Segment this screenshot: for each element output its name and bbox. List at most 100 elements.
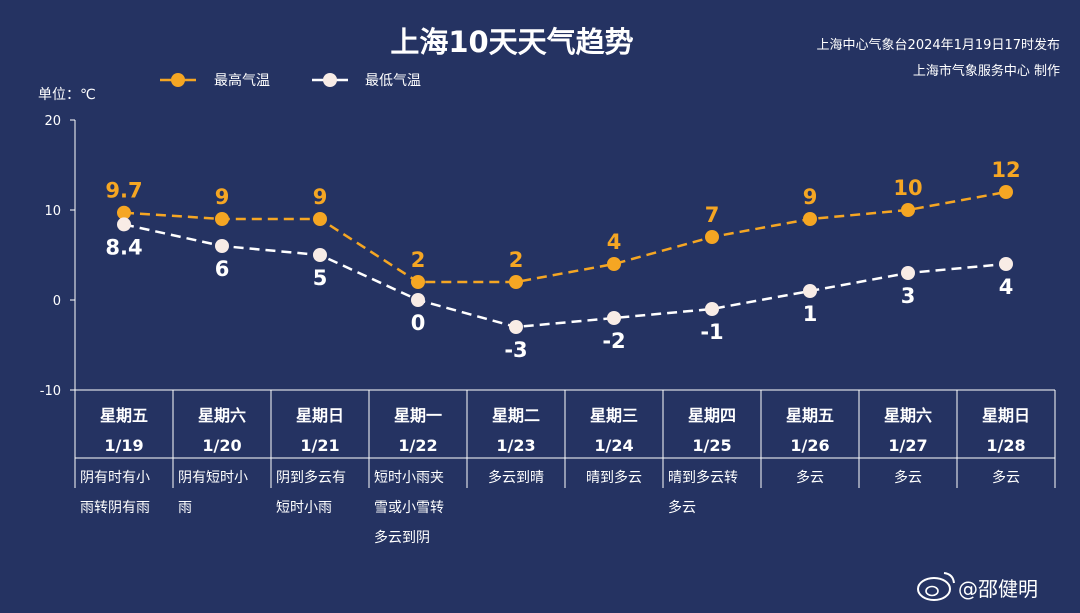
low-temp-label: 8.4 [105, 235, 142, 259]
low-temp-point [411, 293, 425, 307]
date-label: 1/24 [594, 436, 633, 455]
weather-desc: 阴有短时小 [178, 470, 248, 486]
high-temp-label: 9 [803, 185, 818, 209]
high-temp-label: 7 [705, 203, 720, 227]
legend-low-marker [323, 73, 337, 87]
source-line-2: 上海市气象服务中心 制作 [913, 63, 1060, 79]
y-tick-label: 20 [44, 114, 61, 129]
date-label: 1/25 [692, 436, 731, 455]
weekday-label: 星期一 [394, 406, 442, 425]
date-label: 1/26 [790, 436, 829, 455]
watermark: @邵健明 [917, 572, 1038, 601]
date-label: 1/27 [888, 436, 927, 455]
weekday-label: 星期六 [198, 406, 246, 425]
chart-title: 上海10天天气趋势 [390, 25, 633, 59]
y-tick-label: 10 [44, 204, 61, 219]
legend: 最高气温 最低气温 [160, 72, 421, 89]
weekday-label: 星期日 [296, 406, 344, 425]
high-temp-line [123, 190, 1007, 284]
high-temp-point [411, 275, 425, 289]
source-line-1: 上海中心气象台2024年1月19日17时发布 [817, 37, 1060, 53]
weekday-label: 星期四 [688, 406, 736, 425]
data-points: 9.7 9 9 2 2 4 7 9 10 12 8.4 6 5 0 -3 -2 -1 1 3 4 [105, 158, 1020, 362]
high-temp-label: 2 [509, 248, 524, 272]
weather-desc: 阴有时有小 [80, 470, 150, 486]
date-label: 1/23 [496, 436, 535, 455]
high-temp-label: 4 [607, 230, 622, 254]
date-label: 1/22 [398, 436, 437, 455]
high-temp-point [705, 230, 719, 244]
weekday-label: 星期五 [786, 406, 834, 425]
date-label: 1/21 [300, 436, 339, 455]
weather-desc: 多云到阴 [374, 529, 430, 546]
low-temp-point [999, 257, 1013, 271]
low-temp-point [313, 248, 327, 262]
high-temp-point [313, 212, 327, 226]
low-temp-point [705, 302, 719, 316]
high-temp-point [901, 203, 915, 217]
low-temp-point [509, 320, 523, 334]
high-temp-point [117, 205, 131, 220]
weather-desc: 雨转阴有雨 [80, 500, 150, 516]
weather-desc: 多云 [668, 499, 696, 516]
low-temp-label: -3 [504, 338, 527, 362]
low-temp-label: 0 [411, 311, 426, 335]
legend-high-label: 最高气温 [214, 72, 270, 89]
date-label: 1/28 [986, 436, 1025, 455]
high-temp-point [999, 185, 1013, 199]
low-temp-label: 4 [999, 275, 1014, 299]
low-temp-point [803, 284, 817, 298]
low-temp-point [117, 217, 131, 232]
weather-desc: 雪或小雪转 [374, 500, 444, 516]
weather-desc: 多云 [894, 469, 922, 486]
date-label: 1/19 [104, 436, 143, 455]
low-temp-point [901, 266, 915, 280]
high-temp-label: 2 [411, 248, 426, 272]
series-lines [123, 190, 1007, 329]
high-temp-label: 9 [215, 185, 230, 209]
low-temp-point [215, 239, 229, 253]
weekday-label: 星期三 [590, 406, 638, 425]
weather-desc: 晴到多云 [586, 469, 642, 486]
low-temp-label: 5 [313, 266, 328, 290]
high-temp-point [215, 212, 229, 226]
low-temp-label: 3 [901, 284, 916, 308]
low-temp-label: -2 [602, 329, 625, 353]
low-temp-line [123, 223, 1007, 329]
weather-desc: 短时小雨 [276, 500, 332, 516]
high-temp-point [509, 275, 523, 289]
low-temp-label: 6 [215, 257, 230, 281]
date-label: 1/20 [202, 436, 241, 455]
weather-desc: 多云 [992, 469, 1020, 486]
high-temp-point [607, 257, 621, 271]
weather-desc: 晴到多云转 [668, 469, 738, 486]
y-tick-label: -10 [40, 384, 61, 399]
y-tick-label: 0 [53, 294, 61, 309]
weekday-label: 星期二 [492, 406, 540, 425]
legend-high-marker [171, 73, 185, 87]
weather-desc: 多云到晴 [488, 469, 544, 486]
unit-label: 单位：℃ [38, 87, 96, 103]
weather-desc: 雨 [178, 500, 192, 516]
low-temp-label: -1 [700, 320, 723, 344]
weather-desc: 多云 [796, 469, 824, 486]
weekday-label: 星期五 [100, 406, 148, 425]
weather-desc: 短时小雨夹 [374, 470, 444, 486]
weekday-label: 星期日 [982, 406, 1030, 425]
high-temp-label: 12 [991, 158, 1020, 182]
high-temp-label: 10 [893, 176, 922, 200]
high-temp-label: 9 [313, 185, 328, 209]
watermark-text: @邵健明 [958, 577, 1038, 601]
high-temp-point [803, 212, 817, 226]
legend-low-label: 最低气温 [365, 73, 421, 89]
high-temp-label: 9.7 [105, 179, 142, 203]
weibo-icon [917, 572, 955, 601]
low-temp-label: 1 [803, 302, 818, 326]
low-temp-point [607, 311, 621, 325]
weather-desc: 阴到多云有 [276, 469, 346, 486]
weekday-label: 星期六 [884, 406, 932, 425]
